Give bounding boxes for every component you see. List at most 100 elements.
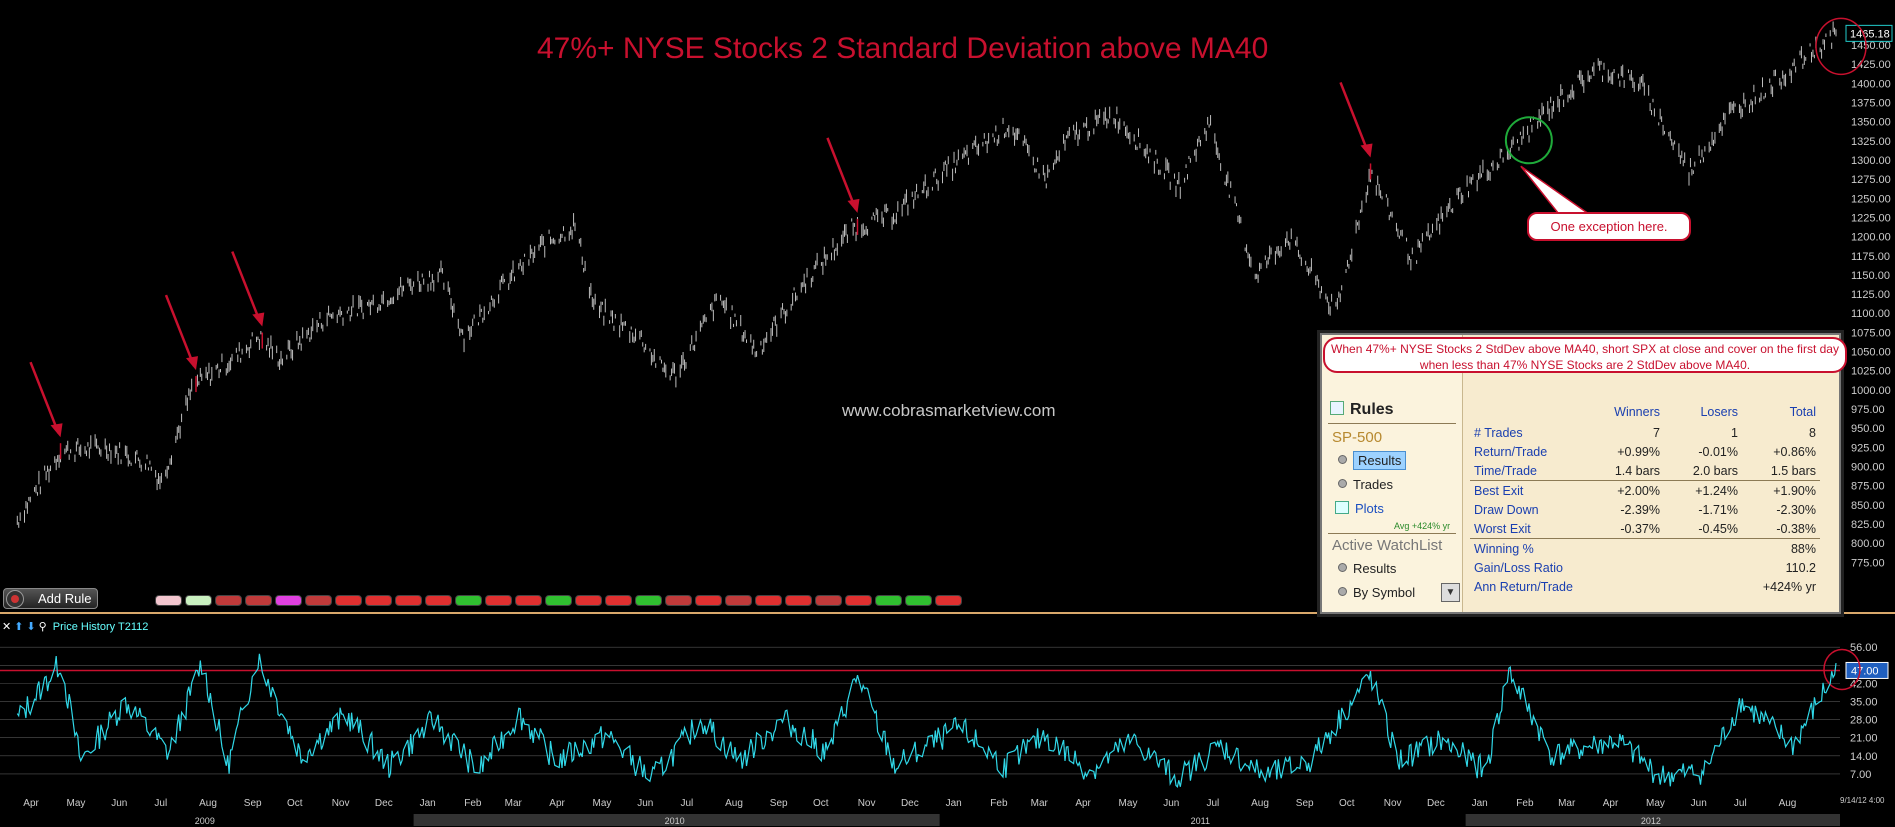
threshold-value: 47.00: [1851, 665, 1879, 677]
rule-pill[interactable]: [515, 595, 542, 606]
rule-pill[interactable]: [605, 595, 632, 606]
option-plots[interactable]: Plots: [1335, 501, 1384, 516]
row-label: Gain/Loss Ratio: [1474, 560, 1563, 575]
x-tick-label: Feb: [464, 798, 482, 809]
rule-pill[interactable]: [755, 595, 782, 606]
row-label: Winning %: [1470, 538, 1586, 558]
x-tick-label: Nov: [858, 798, 876, 809]
rule-pill[interactable]: [245, 595, 272, 606]
indicator-line: [16, 653, 1837, 788]
x-tick-label: Nov: [332, 798, 350, 809]
year-band: [1465, 814, 1840, 826]
signal-arrowhead: [847, 198, 860, 213]
cell-total: 110.2: [1785, 560, 1816, 575]
rule-pill[interactable]: [215, 595, 242, 606]
x-tick-label: May: [67, 798, 86, 809]
rule-pill[interactable]: [875, 595, 902, 606]
signal-arrow: [164, 294, 196, 367]
arrow-up-icon[interactable]: ⬆: [14, 621, 24, 633]
year-label: 2010: [665, 816, 685, 826]
radio-icon: [1338, 455, 1347, 464]
rule-pill[interactable]: [665, 595, 692, 606]
cell-winners: 7: [1653, 425, 1660, 440]
arrow-down-icon[interactable]: ⬇: [26, 621, 36, 633]
rule-pill[interactable]: [365, 595, 392, 606]
rule-pill[interactable]: [485, 595, 512, 606]
settings-icon[interactable]: ⚲: [38, 621, 47, 633]
rule-pill[interactable]: [395, 595, 422, 606]
signal-arrowhead: [185, 356, 198, 371]
watermark: www.cobrasmarketview.com: [842, 401, 1056, 420]
rule-pill[interactable]: [785, 595, 812, 606]
exception-callout: One exception here.: [1527, 212, 1691, 241]
option-results[interactable]: Results: [1338, 451, 1407, 470]
rule-pill[interactable]: [455, 595, 482, 606]
rule-pill[interactable]: [695, 595, 722, 606]
y-tick-label: 1350.00: [1851, 117, 1891, 129]
x-tick-label: Sep: [1296, 798, 1314, 809]
rules-panel: Rules SP-500 Results Trades Plots Avg +4…: [1320, 333, 1841, 614]
rule-pill[interactable]: [305, 595, 332, 606]
cell-winners: [1586, 577, 1664, 596]
rule-pill[interactable]: [335, 595, 362, 606]
cell-losers: -1.71%: [1698, 502, 1738, 517]
rule-pill[interactable]: [425, 595, 452, 606]
table-row: Winning % 88%: [1470, 538, 1820, 558]
rule-pill[interactable]: [575, 595, 602, 606]
rule-pill[interactable]: [845, 595, 872, 606]
rule-pill[interactable]: [155, 595, 182, 606]
y-tick-label: 1100.00: [1851, 308, 1890, 320]
col-losers: Losers: [1700, 405, 1738, 419]
cell-winners: 1.4 bars: [1614, 463, 1660, 478]
signal-arrow: [1339, 81, 1370, 154]
cell-losers: 1: [1731, 425, 1738, 440]
rule-pill[interactable]: [545, 595, 572, 606]
y-tick-label: 1250.00: [1851, 193, 1891, 205]
x-tick-label: Jul: [1734, 798, 1747, 809]
x-tick-label: Apr: [1603, 798, 1619, 809]
signal-arrow: [231, 251, 262, 324]
y-tick-label: 28.00: [1850, 715, 1878, 727]
y-tick-label: 775.00: [1851, 557, 1885, 569]
y-tick-label: 950.00: [1851, 423, 1885, 435]
rule-pill[interactable]: [725, 595, 752, 606]
x-tick-label: Jul: [154, 798, 167, 809]
rule-pill[interactable]: [635, 595, 662, 606]
x-tick-label: Oct: [1339, 798, 1355, 809]
rule-pill[interactable]: [905, 595, 932, 606]
threshold-badge: [1845, 661, 1889, 679]
watchlist-by-symbol[interactable]: By Symbol: [1338, 585, 1415, 600]
x-tick-label: Oct: [287, 798, 303, 809]
cell-losers: [1664, 558, 1742, 577]
chevron-down-icon[interactable]: ▼: [1441, 583, 1460, 602]
signal-arrowhead: [252, 312, 265, 327]
cell-losers: [1664, 538, 1742, 558]
rule-pill[interactable]: [185, 595, 212, 606]
cell-total: 88%: [1742, 538, 1820, 558]
x-tick-label: Dec: [1427, 798, 1445, 809]
year-band: [413, 814, 940, 826]
divider: [1328, 423, 1456, 424]
x-tick-label: May: [1119, 798, 1138, 809]
close-icon[interactable]: ✕: [2, 621, 12, 633]
add-rule-button[interactable]: Add Rule: [3, 588, 98, 609]
x-tick-label: Jun: [1163, 798, 1179, 809]
rule-pill[interactable]: [275, 595, 302, 606]
col-winners: Winners: [1614, 405, 1660, 419]
table-row: # Trades 7 1 8: [1470, 423, 1820, 442]
indicator-highlight-circle: [1823, 648, 1861, 691]
x-tick-label: Sep: [770, 798, 788, 809]
row-label: Draw Down: [1474, 502, 1539, 517]
rule-pill[interactable]: [815, 595, 842, 606]
year-label: 2011: [1191, 816, 1210, 826]
y-tick-label: 1150.00: [1851, 270, 1890, 282]
table-row: Gain/Loss Ratio 110.2: [1470, 558, 1820, 577]
option-trades[interactable]: Trades: [1338, 477, 1393, 492]
y-tick-label: 1450.00: [1851, 40, 1891, 52]
rule-pill[interactable]: [935, 595, 962, 606]
radio-icon: [1338, 587, 1347, 596]
row-label: Best Exit: [1470, 480, 1586, 500]
pane-divider[interactable]: [0, 612, 1895, 614]
signal-arrow: [826, 137, 857, 210]
watchlist-results[interactable]: Results: [1338, 561, 1396, 576]
